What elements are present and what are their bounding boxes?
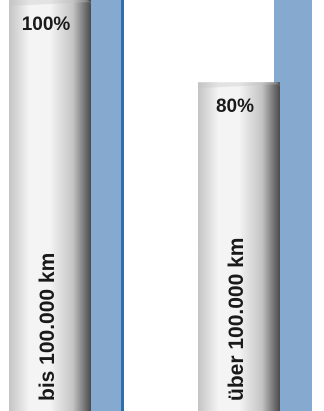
category-label-1: bis 100.000 km [36,253,59,401]
bar-backdrop-1 [85,0,123,411]
bar-cap-1 [9,0,91,6]
bar-backdrop-edge [121,0,124,411]
bar-2 [198,82,280,411]
bar-1 [9,0,91,411]
labels: 100% bis 100.000 km 80% über 100.000 km [22,14,254,401]
category-label-2: über 100.000 km [225,238,248,401]
bar-backdrops [85,0,312,411]
bar-value-label-2: 80% [216,96,254,117]
bars [9,0,280,411]
bar-value-label-1: 100% [22,14,71,35]
bar-cap-2 [198,82,280,89]
bar-backdrop-2 [274,0,312,411]
